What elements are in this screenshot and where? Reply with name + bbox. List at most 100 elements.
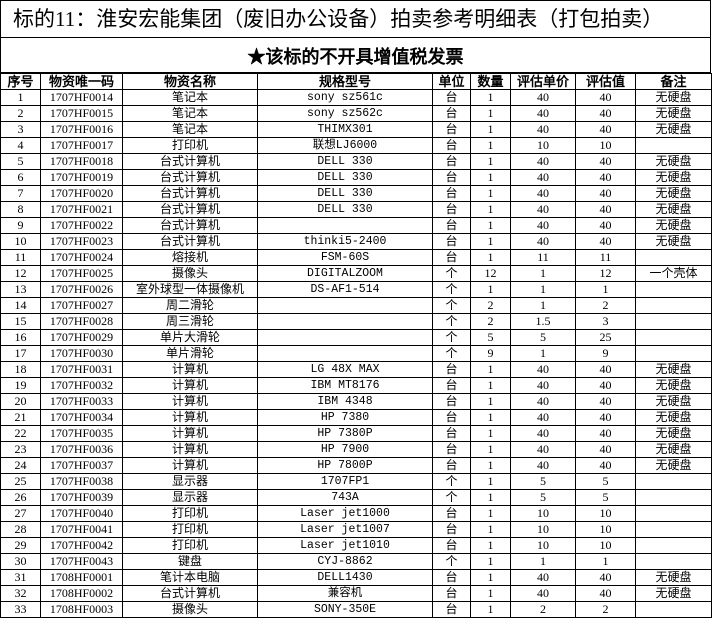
cell-unit[interactable]: 台 <box>432 377 471 394</box>
cell-value[interactable]: 40 <box>575 441 636 458</box>
cell-value[interactable]: 10 <box>575 137 636 154</box>
cell-spec[interactable]: DELL1430 <box>257 569 433 586</box>
cell-seq[interactable]: 15 <box>0 313 41 330</box>
cell-unit-price[interactable]: 40 <box>510 569 576 586</box>
cell-asset-name[interactable]: 笔记本 <box>122 121 258 138</box>
cell-seq[interactable]: 2 <box>0 105 41 122</box>
header-seq[interactable]: 序号 <box>0 73 41 90</box>
cell-asset-name[interactable]: 计算机 <box>122 361 258 378</box>
cell-seq[interactable]: 12 <box>0 265 41 282</box>
cell-seq[interactable]: 17 <box>0 345 41 362</box>
cell-seq[interactable]: 20 <box>0 393 41 410</box>
cell-asset-name[interactable]: 台式计算机 <box>122 201 258 218</box>
cell-spec[interactable]: HP 7800P <box>257 457 433 474</box>
cell-unit-price[interactable]: 10 <box>510 505 576 522</box>
cell-asset-code[interactable]: 1707HF0030 <box>40 345 123 362</box>
cell-quantity[interactable]: 1 <box>470 441 511 458</box>
cell-unit[interactable]: 个 <box>432 281 471 298</box>
cell-unit[interactable]: 台 <box>432 153 471 170</box>
cell-quantity[interactable]: 1 <box>470 553 511 570</box>
cell-asset-code[interactable]: 1707HF0017 <box>40 137 123 154</box>
cell-unit[interactable]: 个 <box>432 265 471 282</box>
cell-asset-name[interactable]: 显示器 <box>122 489 258 506</box>
cell-value[interactable]: 10 <box>575 521 636 538</box>
cell-note[interactable] <box>635 601 712 618</box>
cell-note[interactable] <box>635 313 712 330</box>
cell-quantity[interactable]: 1 <box>470 425 511 442</box>
cell-asset-name[interactable]: 单片滑轮 <box>122 345 258 362</box>
cell-unit-price[interactable]: 1 <box>510 297 576 314</box>
cell-seq[interactable]: 8 <box>0 201 41 218</box>
cell-asset-code[interactable]: 1707HF0020 <box>40 185 123 202</box>
cell-note[interactable]: 无硬盘 <box>635 169 712 186</box>
cell-quantity[interactable]: 1 <box>470 217 511 234</box>
cell-asset-code[interactable]: 1707HF0040 <box>40 505 123 522</box>
cell-seq[interactable]: 6 <box>0 169 41 186</box>
cell-spec[interactable]: FSM-60S <box>257 249 433 266</box>
cell-unit[interactable]: 台 <box>432 249 471 266</box>
cell-seq[interactable]: 19 <box>0 377 41 394</box>
cell-note[interactable] <box>635 537 712 554</box>
cell-asset-code[interactable]: 1708HF0002 <box>40 585 123 602</box>
cell-spec[interactable]: sony sz561c <box>257 89 433 106</box>
cell-spec[interactable]: Laser jet1000 <box>257 505 433 522</box>
cell-note[interactable]: 无硬盘 <box>635 121 712 138</box>
cell-unit-price[interactable]: 10 <box>510 537 576 554</box>
cell-unit[interactable]: 台 <box>432 89 471 106</box>
cell-asset-name[interactable]: 打印机 <box>122 137 258 154</box>
cell-asset-name[interactable]: 笔记本 <box>122 105 258 122</box>
cell-value[interactable]: 5 <box>575 473 636 490</box>
cell-seq[interactable]: 16 <box>0 329 41 346</box>
cell-spec[interactable]: CYJ-8862 <box>257 553 433 570</box>
cell-spec[interactable]: HP 7900 <box>257 441 433 458</box>
cell-quantity[interactable]: 2 <box>470 313 511 330</box>
cell-quantity[interactable]: 1 <box>470 137 511 154</box>
cell-note[interactable]: 无硬盘 <box>635 185 712 202</box>
cell-quantity[interactable]: 1 <box>470 89 511 106</box>
cell-asset-code[interactable]: 1707HF0016 <box>40 121 123 138</box>
cell-seq[interactable]: 14 <box>0 297 41 314</box>
cell-note[interactable]: 无硬盘 <box>635 409 712 426</box>
cell-asset-name[interactable]: 计算机 <box>122 425 258 442</box>
cell-quantity[interactable]: 1 <box>470 201 511 218</box>
cell-note[interactable] <box>635 249 712 266</box>
cell-quantity[interactable]: 1 <box>470 361 511 378</box>
cell-unit[interactable]: 台 <box>432 505 471 522</box>
cell-unit[interactable]: 台 <box>432 585 471 602</box>
cell-note[interactable]: 无硬盘 <box>635 105 712 122</box>
cell-seq[interactable]: 26 <box>0 489 41 506</box>
cell-asset-code[interactable]: 1707HF0036 <box>40 441 123 458</box>
cell-spec[interactable] <box>257 297 433 314</box>
cell-unit-price[interactable]: 1 <box>510 265 576 282</box>
header-value[interactable]: 评估值 <box>575 73 636 90</box>
cell-note[interactable]: 无硬盘 <box>635 425 712 442</box>
cell-value[interactable]: 3 <box>575 313 636 330</box>
cell-value[interactable]: 40 <box>575 377 636 394</box>
cell-unit-price[interactable]: 40 <box>510 217 576 234</box>
cell-unit-price[interactable]: 40 <box>510 121 576 138</box>
cell-note[interactable]: 无硬盘 <box>635 441 712 458</box>
cell-quantity[interactable]: 1 <box>470 601 511 618</box>
cell-quantity[interactable]: 9 <box>470 345 511 362</box>
cell-seq[interactable]: 9 <box>0 217 41 234</box>
cell-unit[interactable]: 台 <box>432 441 471 458</box>
cell-value[interactable]: 40 <box>575 409 636 426</box>
cell-seq[interactable]: 10 <box>0 233 41 250</box>
cell-asset-name[interactable]: 台式计算机 <box>122 233 258 250</box>
cell-unit[interactable]: 个 <box>432 553 471 570</box>
cell-spec[interactable]: IBM MT8176 <box>257 377 433 394</box>
cell-unit-price[interactable]: 40 <box>510 169 576 186</box>
cell-note[interactable]: 无硬盘 <box>635 89 712 106</box>
cell-note[interactable]: 无硬盘 <box>635 377 712 394</box>
cell-quantity[interactable]: 1 <box>470 153 511 170</box>
cell-quantity[interactable]: 1 <box>470 233 511 250</box>
cell-asset-name[interactable]: 笔记本 <box>122 89 258 106</box>
cell-seq[interactable]: 29 <box>0 537 41 554</box>
cell-unit-price[interactable]: 1 <box>510 345 576 362</box>
cell-unit-price[interactable]: 40 <box>510 105 576 122</box>
cell-note[interactable]: 无硬盘 <box>635 361 712 378</box>
cell-unit[interactable]: 台 <box>432 217 471 234</box>
cell-value[interactable]: 40 <box>575 457 636 474</box>
cell-value[interactable]: 25 <box>575 329 636 346</box>
cell-seq[interactable]: 27 <box>0 505 41 522</box>
